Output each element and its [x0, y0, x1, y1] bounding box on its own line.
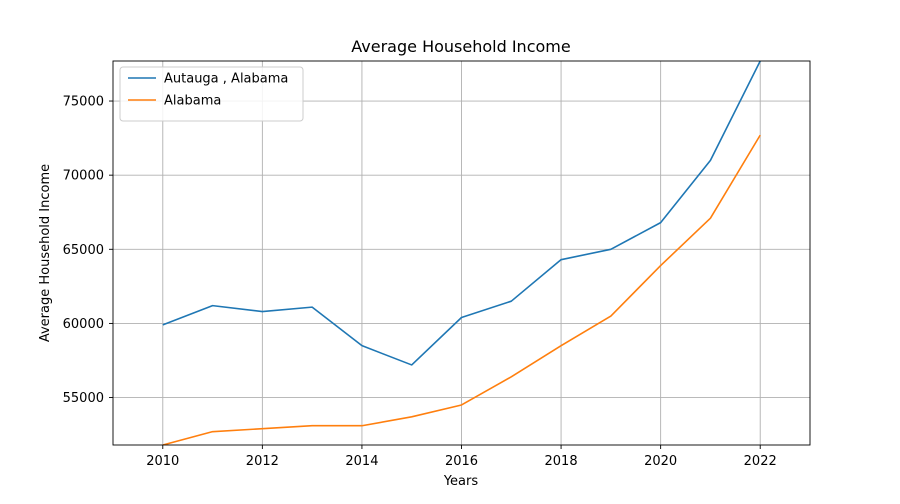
x-tick-label: 2014: [345, 454, 378, 469]
x-tick-label: 2020: [644, 454, 677, 469]
y-tick-label: 70000: [63, 169, 104, 184]
legend-label-0: Autauga , Alabama: [164, 72, 288, 87]
x-axis-label: Years: [443, 474, 479, 489]
y-tick-label: 60000: [63, 317, 104, 332]
series-line-1: [162, 134, 761, 445]
x-tick-label: 2016: [445, 454, 478, 469]
y-tick-label: 65000: [63, 243, 104, 258]
y-tick-label: 55000: [63, 391, 104, 406]
chart-title: Average Household Income: [351, 37, 570, 56]
series-lines: [162, 61, 761, 445]
x-tick-label: 2010: [146, 454, 179, 469]
series-line-0: [162, 61, 761, 366]
x-tick-label: 2012: [246, 454, 279, 469]
x-tick-label: 2022: [744, 454, 777, 469]
legend: Autauga , Alabama Alabama: [119, 66, 304, 122]
y-tick-label: 75000: [63, 95, 104, 110]
tick-marks: 2010 2012 2014 2016 2018 2020 2022 55000 60000 65…: [63, 95, 777, 469]
y-axis-label: Average Household Income: [38, 164, 53, 342]
x-tick-label: 2018: [545, 454, 578, 469]
legend-box: [119, 66, 304, 122]
legend-label-1: Alabama: [164, 94, 221, 109]
grid-lines: [113, 61, 810, 445]
